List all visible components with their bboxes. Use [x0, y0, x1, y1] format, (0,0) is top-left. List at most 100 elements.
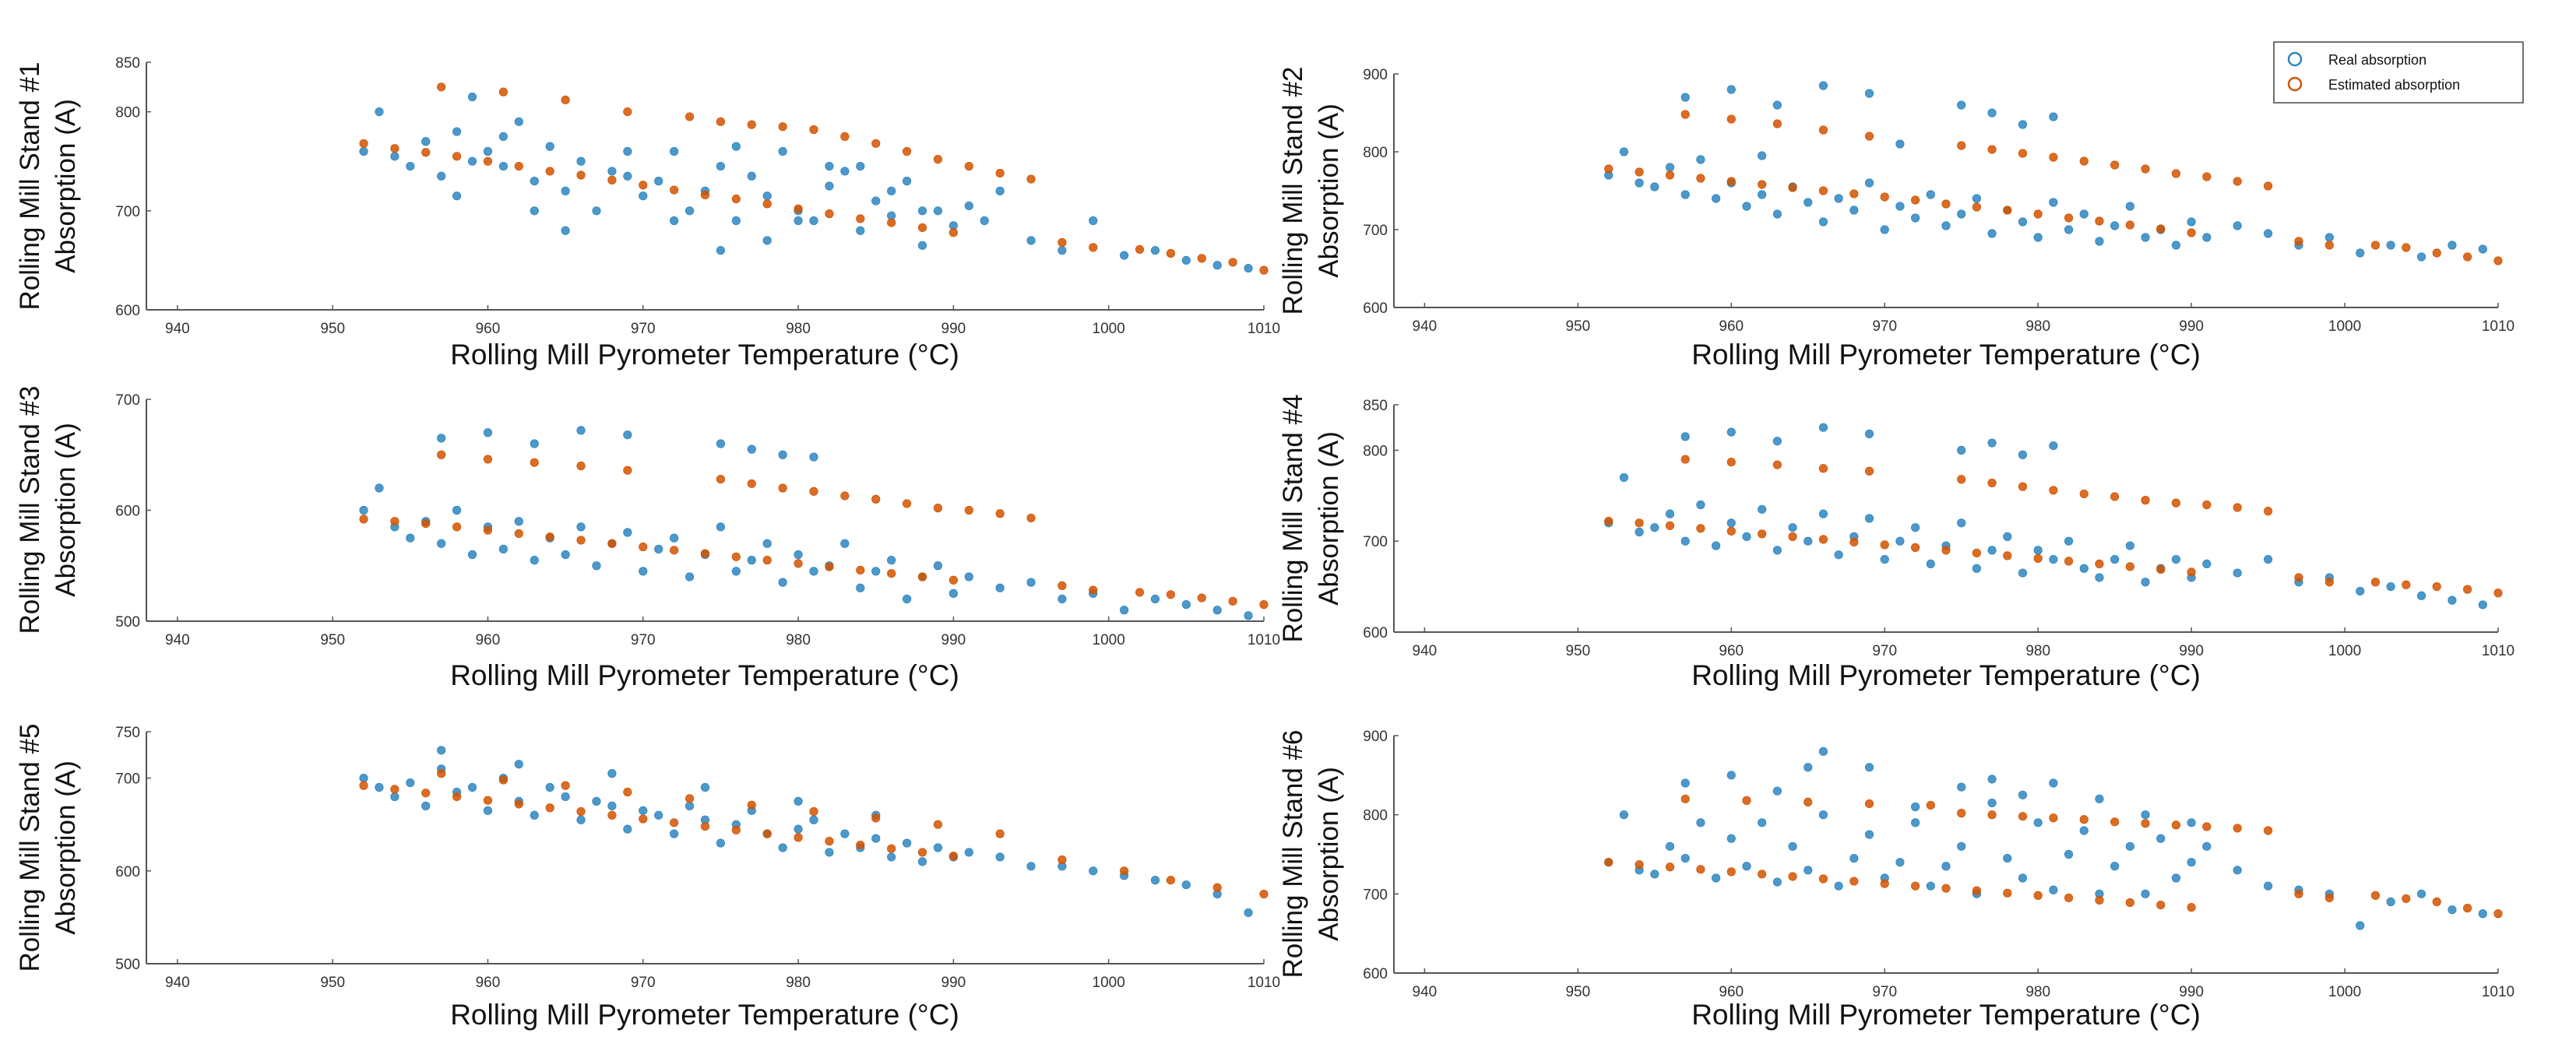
data-point [2095, 559, 2104, 569]
data-point [561, 792, 570, 802]
y-tick-label: 600 [1363, 300, 1388, 317]
data-point [2263, 229, 2273, 238]
data-point [483, 806, 493, 815]
data-point [498, 87, 509, 97]
data-point [1604, 516, 1614, 526]
data-point [856, 161, 865, 171]
data-point [1849, 189, 1859, 199]
chart-panel-2: Rolling Mill Stand #2 Absorption (A) Rol… [1278, 66, 2514, 371]
data-point [1880, 879, 1889, 888]
data-point [1089, 216, 1098, 226]
data-point [623, 466, 632, 475]
data-point [2356, 921, 2365, 930]
data-point [2324, 233, 2334, 242]
data-point [670, 533, 679, 543]
data-point [2263, 826, 2273, 835]
data-point [530, 177, 539, 186]
data-point [1726, 867, 1736, 877]
data-point [1895, 139, 1905, 149]
data-point [1150, 246, 1160, 255]
data-point [1635, 518, 1644, 528]
data-point [2110, 554, 2120, 564]
data-point [1680, 93, 1690, 102]
x-tick-label: 980 [2025, 984, 2050, 1000]
data-point [530, 556, 539, 565]
data-point [467, 782, 477, 792]
data-point [995, 186, 1005, 195]
data-point [840, 132, 850, 141]
data-point [2233, 568, 2242, 578]
data-point [2263, 554, 2273, 564]
data-point [561, 550, 570, 560]
data-point [483, 156, 493, 166]
data-point [1834, 550, 1843, 560]
data-point [514, 117, 523, 126]
data-point [980, 216, 989, 226]
data-point [592, 206, 601, 216]
data-point [2125, 898, 2134, 908]
data-point [1650, 523, 1659, 532]
data-point [1941, 199, 1951, 209]
y-tick-label: 600 [115, 864, 140, 880]
data-point [2003, 853, 2012, 863]
data-point [1758, 180, 1767, 189]
data-point [2033, 553, 2043, 563]
x-tick-label: 960 [1719, 318, 1744, 335]
data-point [375, 107, 384, 117]
data-point [762, 556, 772, 565]
data-point [948, 228, 958, 237]
data-point [778, 578, 787, 587]
data-point [2095, 237, 2104, 246]
data-point [995, 852, 1005, 862]
y-axis-subtitle: Absorption (A) [51, 99, 81, 273]
data-point [1026, 174, 1036, 184]
data-point [2171, 554, 2181, 564]
data-point [731, 825, 741, 834]
series-estimated-absorption [1604, 110, 2503, 265]
data-point [1026, 236, 1036, 245]
data-point [2370, 241, 2381, 250]
data-point [825, 837, 834, 846]
data-point [561, 186, 570, 195]
data-point [623, 107, 632, 117]
data-point [561, 781, 570, 790]
data-point [1665, 863, 1675, 872]
data-point [2141, 889, 2150, 898]
data-point [1772, 877, 1782, 887]
x-tick-label: 960 [1719, 984, 1744, 1000]
data-point [2110, 492, 2120, 501]
x-tick-label: 990 [2179, 984, 2204, 1000]
y-tick-label: 750 [115, 725, 140, 741]
x-tick-label: 1000 [1093, 321, 1125, 337]
x-axis-title: Rolling Mill Pyrometer Temperature (°C) [450, 659, 959, 691]
data-point [2356, 248, 2365, 258]
series-estimated-absorption [1604, 455, 2503, 598]
data-point [716, 439, 726, 448]
data-point [375, 782, 384, 792]
data-point [1772, 546, 1782, 555]
data-point [1026, 862, 1036, 871]
data-point [1911, 802, 1920, 812]
data-point [2110, 817, 2120, 827]
data-point [545, 167, 554, 176]
y-tick-label: 800 [1363, 145, 1388, 161]
data-point [1212, 261, 1222, 270]
data-point [1057, 594, 1067, 604]
data-point [809, 452, 818, 462]
series-estimated-absorption [359, 450, 1269, 610]
data-point [1197, 593, 1206, 603]
data-point [498, 544, 509, 553]
data-point [871, 494, 881, 504]
y-tick-label: 600 [115, 303, 140, 319]
data-point [716, 246, 726, 255]
data-point [670, 829, 679, 838]
data-point [1120, 606, 1129, 615]
data-point [483, 146, 493, 156]
data-point [2294, 889, 2303, 898]
y-axis-title: Rolling Mill Stand #1 [15, 61, 45, 310]
data-point [1864, 132, 1874, 141]
data-point [1957, 518, 1966, 528]
data-point [1880, 225, 1889, 234]
data-point [684, 572, 695, 581]
data-point [1788, 841, 1797, 851]
